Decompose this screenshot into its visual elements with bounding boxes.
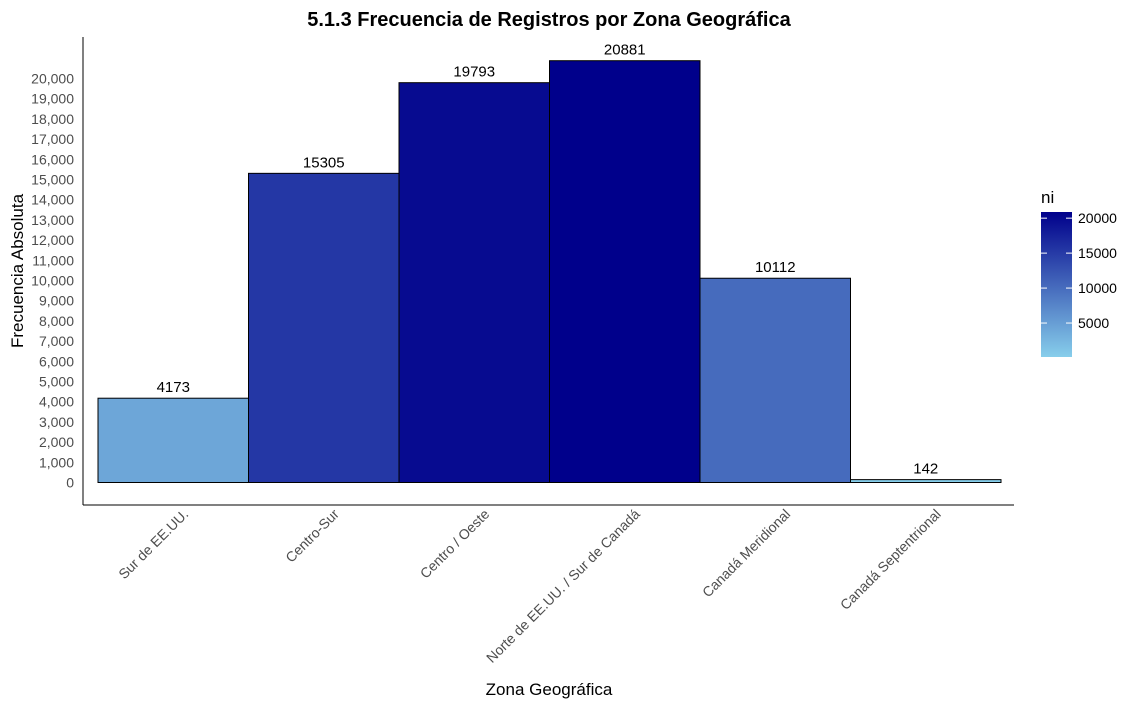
y-tick-label-0: 0 [66,475,74,491]
legend-title: ni [1041,188,1054,207]
bar-value-label-4: 20881 [604,42,646,59]
y-tick-label-19000: 19,000 [31,91,74,107]
y-tick-label-4000: 4,000 [39,394,74,410]
legend-tick-label-20000: 20000 [1078,210,1117,226]
x-tick-label-5: Canadá Meridional [699,506,793,600]
bar-value-label-1: 4173 [157,379,190,396]
y-axis-title: Frecuencia Absoluta [8,193,27,348]
x-tick-label-4: Norte de EE.UU. / Sur de Canadá [483,506,643,666]
bar-1 [97,397,249,484]
y-tick-label-11000: 11,000 [32,252,74,268]
y-tick-label-16000: 16,000 [31,151,74,167]
bar-value-label-6: 142 [913,461,938,478]
y-tick-label-15000: 15,000 [31,172,74,188]
y-tick-label-10000: 10,000 [31,273,74,289]
x-tick-label-1: Sur de EE.UU. [115,506,191,582]
x-tick-labels-group: Sur de EE.UU. Centro-Sur Centro / OesteNor… [115,506,944,666]
y-tick-label-8000: 8,000 [39,313,74,329]
bars-group [97,60,1002,484]
y-tick-label-12000: 12,000 [31,232,74,248]
x-axis-title: Zona Geográfica [486,680,613,699]
y-tick-label-9000: 9,000 [39,293,74,309]
legend-tick-label-15000: 15000 [1078,245,1117,261]
legend-tick-label-5000: 5000 [1078,315,1109,331]
y-tick-label-3000: 3,000 [39,414,74,430]
y-tick-label-1000: 1,000 [39,454,74,470]
bar-4 [549,60,701,484]
bar-value-label-2: 15305 [303,154,345,171]
x-tick-label-3: Centro / Oeste [417,506,493,582]
y-tick-label-17000: 17,000 [31,131,74,147]
bar-6 [850,479,1002,483]
y-tick-label-5000: 5,000 [39,374,74,390]
y-tick-label-7000: 7,000 [39,333,74,349]
legend-colorbar [1041,212,1072,357]
legend-ticks-group: 5000 10000 15000 20000 [1041,210,1117,331]
bar-labels-group: 4173 15305 19793 20881 10112 142 [157,42,939,478]
y-tick-label-14000: 14,000 [31,192,74,208]
bar-value-label-3: 19793 [453,64,495,81]
chart-title: 5.1.3 Frecuencia de Registros por Zona G… [307,9,791,31]
x-tick-label-2: Centro-Sur [282,506,342,566]
y-tick-label-13000: 13,000 [31,212,74,228]
y-tick-labels-group: 0 1,000 2,000 3,000 4,000 5,000 6,000 7,000 8,00… [31,71,74,491]
bar-2 [248,172,400,484]
y-tick-label-2000: 2,000 [39,434,74,450]
y-tick-label-18000: 18,000 [31,111,74,127]
y-tick-label-20000: 20,000 [31,71,74,87]
bar-value-label-5: 10112 [755,259,796,276]
y-tick-label-6000: 6,000 [39,353,74,369]
legend-tick-label-10000: 10000 [1078,280,1117,296]
bar-3 [398,82,550,483]
colorbar-legend: ni 5000 10000 15000 20000 [1041,188,1117,357]
bar-5 [699,277,851,484]
x-tick-label-6: Canadá Septentrional [837,506,944,613]
